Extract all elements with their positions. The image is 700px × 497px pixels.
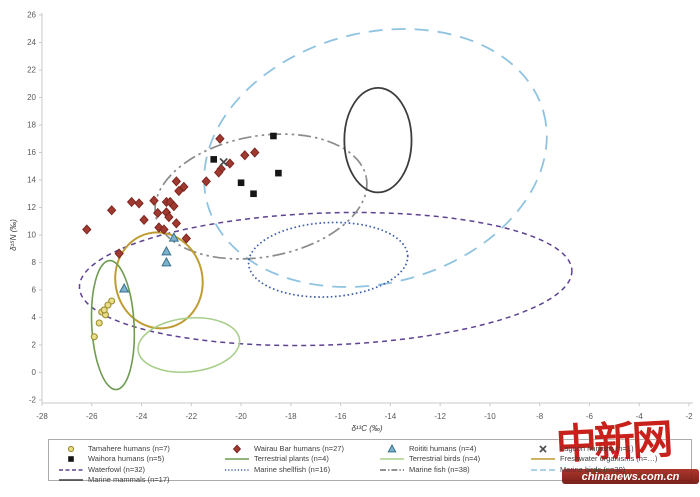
y-tick-label: 4: [32, 313, 37, 322]
legend-swatch-terrestrial-birds-n-4: [380, 458, 404, 460]
x-tick-label: -20: [235, 412, 247, 421]
ellipse-marine-fish-n-38: [154, 133, 368, 260]
x-tick-label: -10: [484, 412, 496, 421]
y-tick-label: 20: [27, 93, 36, 102]
y-tick-label: 18: [27, 121, 36, 130]
chinanews-url-watermark-bar: chinanews.com.cn: [562, 469, 699, 484]
legend-item-tamahere-humans-n-7: Tamahere humans (n=7): [58, 444, 170, 454]
ellipse-marine-shellfish-n-16: [247, 221, 409, 298]
y-tick-label: 14: [27, 176, 36, 185]
y-axis-title: δ¹⁵N (‰): [9, 219, 18, 251]
isotope-scatter-chart: -28 -26 -24 -22 -20 -18 -16 -14 -12 -10 -8 -6 -4 -2-2…: [9, 11, 693, 434]
legend-item-waterfowl-n-32: Waterfowl (n=32): [58, 465, 145, 475]
legend-swatch-marine-birds-n-30: [531, 468, 555, 471]
x-tick-label: -14: [385, 412, 397, 421]
ellipse-marine-mammals-n-17: [343, 86, 413, 194]
legend-swatch-marine-fish-n-38: [380, 468, 404, 471]
legend-item-freshwater-organisms-n: Freshwater organisms (n=…): [530, 454, 657, 464]
legend-label: Waihora humans (n=5): [88, 454, 165, 463]
ellipse-marine-birds-n-30: [203, 28, 548, 288]
x-tick-label: -26: [86, 412, 98, 421]
ellipse-terrestrial-birds-n-4: [137, 317, 241, 373]
y-tick-label: 8: [32, 258, 37, 267]
legend-swatch-marine-mammals-n-17: [59, 479, 83, 481]
series-roititi-humans-n-4: [118, 232, 180, 293]
x-tick-label: -6: [586, 412, 594, 421]
y-tick-label: 2: [32, 341, 37, 350]
y-tick-label: 12: [27, 203, 36, 212]
series-tamahere-humans-n-7: [90, 297, 116, 341]
legend-label: Marine birds (n=30): [560, 464, 626, 474]
series-lagoon-humans-n-1: [219, 157, 228, 167]
axes: -28 -26 -24 -22 -20 -18 -16 -14 -12 -10 -8 -6 -4 -2-2…: [9, 11, 693, 434]
y-tick-label: 22: [27, 66, 36, 75]
legend-swatch-freshwater-organisms-n: [531, 458, 555, 460]
series-wairau-bar-humans-n-27: [82, 133, 260, 259]
chinanews-url-text: chinanews.com.cn: [581, 470, 680, 483]
legend-item-marine-mammals-n-17: Marine mammals (n=17): [58, 475, 169, 485]
legend-label: Wairau Bar humans (n=27): [254, 443, 344, 453]
legend-swatch-tamahere-humans-n-7: [67, 445, 75, 452]
legend-item-marine-fish-n-38: Marine fish (n=38): [379, 465, 470, 475]
x-tick-label: -18: [285, 412, 297, 421]
y-tick-label: -2: [29, 396, 37, 405]
y-tick-label: 10: [27, 231, 36, 240]
x-axis-title: δ¹³C (‰): [351, 424, 382, 433]
legend-item-terrestrial-birds-n-4: Terrestrial birds (n=4): [379, 454, 480, 464]
legend-item-roititi-humans-n-4: Roititi humans (n=4): [379, 444, 476, 454]
x-tick-label: -22: [186, 412, 198, 421]
ellipse-terrestrial-plants-n-4: [90, 259, 136, 391]
legend-item-marine-shellfish-n-16: Marine shellfish (n=16): [224, 465, 330, 475]
legend-label: Terrestrial plants (n=4): [254, 454, 329, 463]
legend-swatch-waihora-humans-n-5: [68, 456, 74, 462]
legend-item-marine-birds-n-30: Marine birds (n=30): [530, 465, 625, 475]
ellipse-waterfowl-n-32: [78, 211, 573, 347]
x-tick-label: -4: [636, 412, 644, 421]
y-tick-label: 24: [27, 38, 36, 47]
legend-label: Tamahere humans (n=7): [88, 443, 170, 453]
legend-label: Marine shellfish (n=16): [254, 464, 331, 474]
x-tick-label: -24: [136, 412, 148, 421]
x-tick-label: -16: [335, 412, 347, 421]
y-tick-label: 26: [27, 11, 36, 20]
y-tick-label: 6: [32, 286, 37, 295]
x-tick-label: -12: [434, 412, 446, 421]
legend-item-terrestrial-plants-n-4: Terrestrial plants (n=4): [224, 454, 329, 464]
legend-item-wairau-bar-humans-n-27: Wairau Bar humans (n=27): [224, 444, 344, 454]
legend-swatch-lagoon-humans-n-1: [539, 444, 547, 453]
legend-label: Freshwater organisms (n=…): [560, 454, 658, 463]
y-tick-label: 16: [27, 148, 36, 157]
legend-item-lagoon-humans-n-1: Lagoon humans (n=1): [530, 444, 634, 454]
group-ellipses: [78, 28, 573, 391]
legend-label: Marine mammals (n=17): [88, 475, 170, 484]
legend-item-waihora-humans-n-5: Waihora humans (n=5): [58, 454, 164, 464]
legend-label: Waterfowl (n=32): [88, 464, 146, 474]
ellipse-freshwater-organisms: [114, 231, 204, 330]
legend-swatch-wairau-bar-humans-n-27: [232, 444, 242, 453]
x-tick-label: -2: [685, 412, 693, 421]
x-tick-label: -28: [36, 412, 48, 421]
legend-label: Roititi humans (n=4): [409, 443, 477, 453]
legend-label: Marine fish (n=38): [409, 464, 470, 474]
y-tick-label: 0: [32, 368, 37, 377]
legend-label: Terrestrial birds (n=4): [409, 454, 481, 463]
legend-label: Lagoon humans (n=1): [560, 443, 634, 453]
legend-swatch-marine-shellfish-n-16: [225, 468, 249, 471]
legend-swatch-waterfowl-n-32: [59, 468, 83, 471]
x-tick-label: -8: [536, 412, 544, 421]
series-waihora-humans-n-5: [210, 132, 282, 198]
legend-swatch-roititi-humans-n-4: [387, 443, 397, 452]
legend-swatch-terrestrial-plants-n-4: [225, 458, 249, 460]
